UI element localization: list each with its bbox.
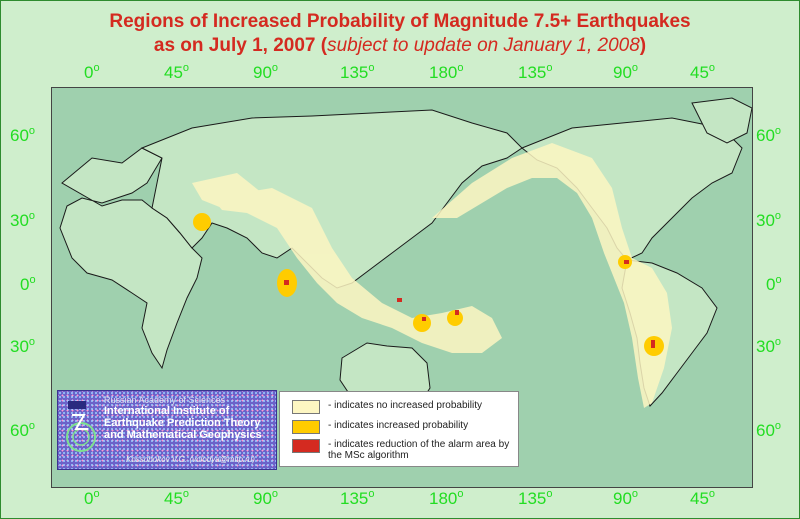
legend-label-no-increase: - indicates no increased probability xyxy=(328,400,482,411)
title-line-1: Regions of Increased Probability of Magn… xyxy=(109,11,691,32)
lat-label-left-4: 60o xyxy=(10,420,36,440)
no-increase-zone-pacific xyxy=(432,143,672,408)
increased-probability-solomon xyxy=(413,314,431,332)
lon-label-top-7: 45o xyxy=(690,62,716,82)
lat-label-left-0: 60o xyxy=(10,125,36,145)
institute-name-line-2: Earthquake Prediction Theory xyxy=(104,417,261,429)
lon-label-top-4: 180o xyxy=(429,62,464,82)
lon-label-top-6: 90o xyxy=(613,62,639,82)
lon-label-bottom-2: 90o xyxy=(253,488,279,508)
lon-label-top-0: 0o xyxy=(84,62,100,82)
reduction-area-sumatra xyxy=(284,280,289,285)
reduction-area-solomon xyxy=(422,317,426,321)
lon-label-bottom-6: 90o xyxy=(613,488,639,508)
lat-label-left-3: 30o xyxy=(10,336,36,356)
lon-label-bottom-7: 45o xyxy=(690,488,716,508)
lat-label-right-4: 60o xyxy=(756,420,782,440)
lat-label-right-0: 60o xyxy=(756,125,782,145)
institute-name-line-1: International Institute of xyxy=(104,405,230,417)
increased-probability-iran xyxy=(193,213,211,231)
reduction-area-tonga xyxy=(455,310,459,315)
no-increase-zone-arc xyxy=(212,188,502,353)
no-increase-zone-central-asia xyxy=(192,173,262,208)
lat-label-right-1: 30o xyxy=(756,210,782,230)
lon-label-top-5: 135o xyxy=(518,62,553,82)
title-update-note: subject to update on January 1, 2008 xyxy=(327,35,640,56)
legend-item-reduction: - indicates reduction of the alarm area … xyxy=(292,439,518,463)
institute-name: International Institute of Earthquake Pr… xyxy=(104,405,274,441)
title-close-paren: ) xyxy=(639,35,647,56)
legend-label-reduction: - indicates reduction of the alarm area … xyxy=(328,439,510,461)
institute-panel: Russian Academy of Sciences Internationa… xyxy=(57,390,277,470)
reduction-area-central-america xyxy=(624,260,629,264)
legend-swatch-reduction xyxy=(292,439,320,453)
landmass-asia xyxy=(140,109,523,289)
lon-label-bottom-1: 45o xyxy=(164,488,190,508)
institute-name-line-3: and Mathematical Geophysics xyxy=(104,429,262,441)
lon-label-bottom-0: 0o xyxy=(84,488,100,508)
lon-label-top-3: 135o xyxy=(340,62,375,82)
legend-swatch-increase xyxy=(292,420,320,434)
legend-label-increase: - indicates increased probability xyxy=(328,420,469,431)
reduction-area-chile xyxy=(651,340,655,348)
lon-label-bottom-4: 180o xyxy=(429,488,464,508)
map-title: Regions of Increased Probability of Magn… xyxy=(0,10,800,58)
landmass-greenland xyxy=(691,97,752,144)
lon-label-top-1: 45o xyxy=(164,62,190,82)
title-line-2: as on July 1, 2007 (subject to update on… xyxy=(0,34,800,58)
reduction-area-new-britain xyxy=(397,298,402,302)
lon-label-top-2: 90o xyxy=(253,62,279,82)
lon-label-bottom-5: 135o xyxy=(518,488,553,508)
lat-label-left-2: 0o xyxy=(20,274,36,294)
legend: - indicates no increased probability - i… xyxy=(279,391,519,467)
lat-label-right-2: 0o xyxy=(766,274,782,294)
author-credit: Kossobokov V.G. (volodya@mitp.ru) xyxy=(126,455,255,464)
lat-label-left-1: 30o xyxy=(10,210,36,230)
academy-name: Russian Academy of Sciences xyxy=(104,395,226,405)
legend-item-increase: - indicates increased probability xyxy=(292,420,518,434)
institute-logo-icon xyxy=(66,401,96,452)
title-date: as on July 1, 2007 ( xyxy=(153,35,328,56)
lon-label-bottom-3: 135o xyxy=(340,488,375,508)
lat-label-right-3: 30o xyxy=(756,336,782,356)
legend-item-no-increase: - indicates no increased probability xyxy=(292,400,518,414)
legend-swatch-no-increase xyxy=(292,400,320,414)
